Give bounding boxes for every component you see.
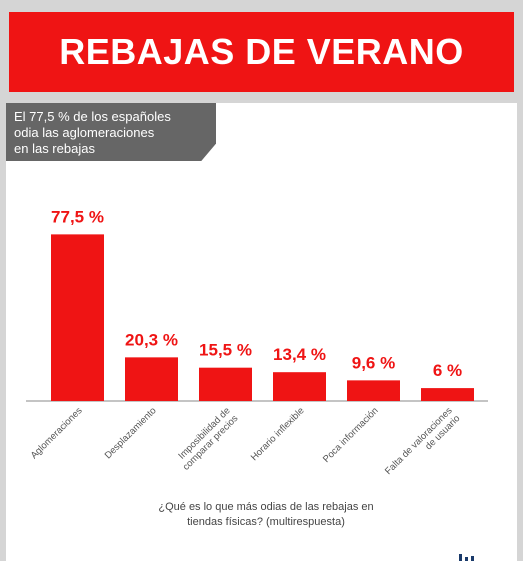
category-label: Falta de valoracionesde usuario <box>383 405 463 485</box>
data-label: 77,5 % <box>51 207 104 226</box>
bar <box>273 372 326 401</box>
title-banner: REBAJAS DE VERANO <box>9 12 514 92</box>
x-axis-title: ¿Qué es lo que más odias de las rebajas … <box>158 501 374 528</box>
brand-logo <box>455 550 513 561</box>
data-label: 20,3 % <box>125 330 178 349</box>
category-label: Imposibilidad decomparar precios <box>173 405 241 473</box>
category-label: Poca información <box>321 405 381 465</box>
page-title: REBAJAS DE VERANO <box>59 31 464 72</box>
bar <box>199 367 252 401</box>
bar-chart: 77,5 % Aglomeraciones 20,3 % Desplazamiento… <box>26 207 488 485</box>
bar <box>421 388 474 401</box>
chart-card: El 77,5 % de los españoles odia las aglo… <box>6 103 517 561</box>
data-label: 9,6 % <box>352 353 395 372</box>
callout-box: El 77,5 % de los españoles odia las aglo… <box>6 103 216 161</box>
category-label: Desplazamiento <box>103 405 159 461</box>
bar <box>125 357 178 401</box>
data-label: 15,5 % <box>199 341 252 360</box>
data-label: 6 % <box>433 361 462 380</box>
bar <box>347 380 400 401</box>
bar <box>51 234 104 401</box>
callout-text: El 77,5 % de los españoles odia las aglo… <box>14 109 171 156</box>
category-label: Aglomeraciones <box>29 405 85 461</box>
category-label: Horario inflexible <box>249 405 307 463</box>
data-label: 13,4 % <box>273 345 326 364</box>
